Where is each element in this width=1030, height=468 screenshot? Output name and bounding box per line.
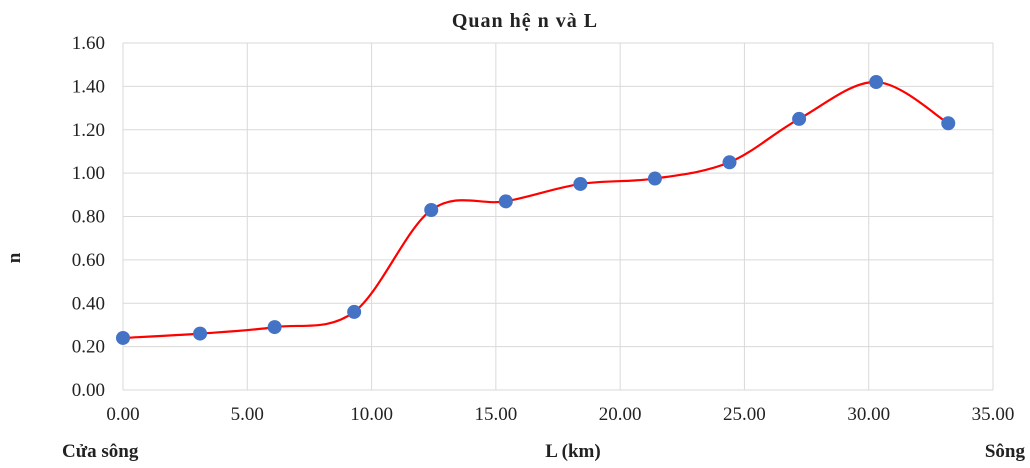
x-tick-label: 10.00 bbox=[350, 404, 393, 425]
data-point bbox=[267, 320, 282, 335]
data-point bbox=[116, 330, 130, 345]
series-markers bbox=[116, 75, 956, 345]
data-point bbox=[573, 176, 588, 191]
y-axis-title: n bbox=[4, 252, 25, 263]
y-tick-label: 1.60 bbox=[72, 33, 105, 54]
x-tick-label: 30.00 bbox=[847, 404, 890, 425]
data-point bbox=[941, 116, 956, 131]
x-tick-label: 0.00 bbox=[106, 404, 139, 425]
data-point bbox=[792, 111, 807, 126]
data-point bbox=[722, 155, 737, 170]
y-tick-label: 0.00 bbox=[72, 380, 105, 401]
y-tick-label: 0.40 bbox=[72, 293, 105, 314]
y-tick-label: 1.40 bbox=[72, 76, 105, 97]
data-point bbox=[347, 304, 362, 319]
y-tick-label: 1.00 bbox=[72, 163, 105, 184]
data-point bbox=[424, 202, 439, 217]
river-mouth-label: Cửa sông bbox=[62, 441, 139, 462]
data-point bbox=[869, 75, 884, 90]
y-tick-label: 0.60 bbox=[72, 250, 105, 271]
grid bbox=[122, 42, 994, 391]
x-tick-label: 15.00 bbox=[474, 404, 517, 425]
data-point bbox=[647, 171, 662, 186]
chart-title: Quan hệ n và L bbox=[452, 10, 598, 32]
x-tick-label: 5.00 bbox=[231, 404, 264, 425]
y-tick-label: 0.80 bbox=[72, 207, 105, 228]
x-tick-label: 35.00 bbox=[972, 404, 1015, 425]
x-axis-title: L (km) bbox=[545, 441, 600, 462]
river-label: Sông bbox=[985, 441, 1026, 462]
y-tick-label: 1.20 bbox=[72, 120, 105, 141]
data-point bbox=[193, 326, 208, 341]
x-tick-label: 25.00 bbox=[723, 404, 766, 425]
tick-labels: 0.00 5.00 10.00 15.00 20.00 25.00 30.00 35.00 0.… bbox=[72, 33, 1015, 425]
y-tick-label: 0.20 bbox=[72, 337, 105, 358]
x-tick-label: 20.00 bbox=[599, 404, 642, 425]
data-point bbox=[498, 194, 513, 209]
